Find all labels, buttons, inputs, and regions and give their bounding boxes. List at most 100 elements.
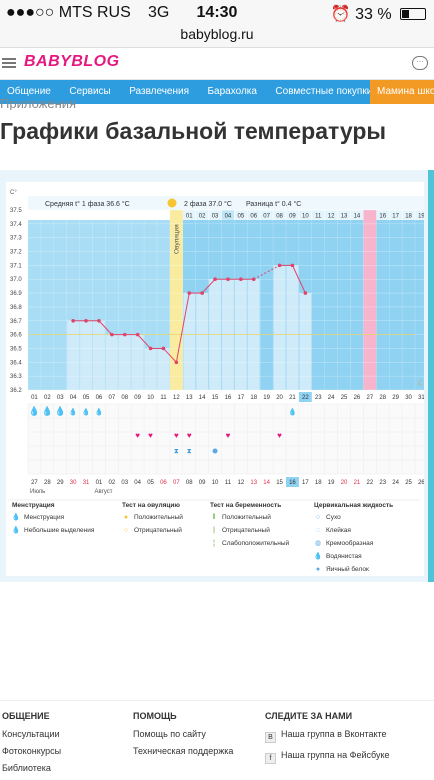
today-cell [286,477,299,487]
cycle-day-label: 18 [250,395,257,401]
legend-icon: 💧 [314,551,323,560]
temp-point [174,360,179,365]
heart-icon: ♥ [226,431,231,440]
marker-grid [28,404,428,474]
y-tick-label: 36.9 [10,291,22,297]
nav-item[interactable]: Совместные покупки [275,86,373,97]
footer-link-label: Наша группа в Вконтакте [281,729,387,739]
nav-item[interactable]: Развлечения [129,86,190,97]
calendar-date-label: 26 [418,480,424,486]
calendar-date-label: 25 [405,480,412,486]
footer-link[interactable]: Помощь по сайту [133,729,206,739]
menstruation-drop-icon: 💧 [29,405,40,416]
temp-line-segment [201,278,216,294]
calendar-date-label: 24 [392,480,399,486]
address-bar[interactable]: babyblog.ru [0,26,434,48]
phase2-day-label: 05 [238,214,245,220]
legend-item: Положительный [134,513,183,521]
calendar-date-label: 09 [199,480,206,486]
nav-item[interactable]: Общение [7,86,51,97]
temp-line-segment [175,292,190,363]
temp-point [135,332,140,337]
temp-point [161,346,166,351]
cycle-day-label: 30 [405,395,412,401]
hourglass-icon: ⧗ [187,448,192,455]
battery-indicator: ⏰ 33 % [331,4,426,24]
phase2-day-label: 17 [392,214,399,220]
calendar-date-label: 18 [315,480,322,486]
legend-item: Сухо [326,514,341,521]
temp-bar [286,265,299,390]
temp-point [213,277,217,282]
temp-point [84,318,88,323]
cycle-day-label: 02 [44,395,51,401]
temp-bar [67,320,80,390]
y-tick-label: 36.3 [10,374,22,380]
nav-item-highlight[interactable]: Мамина школа [370,80,434,104]
footer-link[interactable]: Техническая поддержка [133,746,234,756]
footer-link[interactable]: Библиотека [2,763,51,773]
calendar-date-label: 16 [289,480,296,486]
temp-bar [80,320,92,390]
legend-item: Кремообразная [326,539,374,547]
cycle-day-label: 13 [186,395,193,401]
bbt-chart-card: Средняя t° 1 фаза 36.6 °C 2 фаза 37.0 °C Р… [6,182,429,588]
legend-item: Слабоположительный [222,539,290,547]
breadcrumb[interactable]: Приложения [0,96,77,110]
cycle-day-label: 16 [225,395,232,401]
heart-icon: ♥ [187,431,192,440]
network-type: 3G [148,4,170,21]
heart-icon: ♥ [148,431,153,440]
legend-icon: ● [124,514,128,521]
cycle-day-label: 05 [83,395,90,401]
calendar-date-label: 10 [212,480,219,486]
legend-icon: | [213,527,215,534]
menstruation-drop-icon: 💧 [95,407,104,416]
site-header: BABYBLOG ··· [0,48,434,80]
y-unit-label: C° [10,190,17,196]
phase2-day-label: 19 [418,214,424,220]
phase2-day-label: 02 [199,214,206,220]
y-tick-label: 36.6 [10,333,22,339]
y-tick-label: 36.8 [10,305,22,311]
footer-link[interactable]: Консультации [2,729,60,739]
phase2-day-label: 12 [328,214,335,220]
cycle-day-label: 19 [263,395,270,401]
footer-link[interactable]: Фотоконкурсы [2,746,62,756]
cycle-day-label: 26 [354,395,361,401]
y-tick-label: 37.1 [10,263,22,269]
temp-point [71,318,75,323]
current-day-cell [298,392,312,402]
legend-icon: ¦ [213,540,215,547]
hourglass-icon: ⧗ [174,448,179,455]
cycle-day-label: 20 [276,395,283,401]
footer-link-vk[interactable]: В Наша группа в Вконтакте [265,729,390,743]
chat-icon[interactable]: ··· [412,56,428,70]
cycle-day-label: 27 [367,395,374,401]
phase2-day-label: 14 [354,214,361,220]
legend-item: Отрицательный [134,526,182,534]
nav-item[interactable]: Сервисы [69,86,111,97]
nav-item[interactable]: Барахолка [207,86,257,97]
phase2-day-label: 13 [341,214,348,220]
temp-bar [93,320,105,390]
legend-item: Отрицательный [222,526,270,534]
temp-point [226,277,230,282]
legend-title: Менструация [12,502,55,509]
temp-bar [144,348,157,390]
cycle-day-label: 11 [160,395,167,401]
menstruation-drop-icon: 💧 [42,405,53,416]
temp-bar [273,265,286,390]
cervical-drop-icon [212,448,218,454]
calendar-date-label: 30 [70,480,77,486]
site-logo[interactable]: BABYBLOG [24,53,120,70]
footer-col-social: СЛЕДИТЕ ЗА НАМИ В Наша группа в Вконтакте… [265,711,390,771]
temp-point [110,332,114,337]
footer-link-label: Наша группа на Фейсбуке [281,750,390,760]
cycle-day-label: 25 [341,395,348,401]
y-tick-label: 37.2 [10,250,22,256]
legend-item: Положительный [222,513,271,521]
cycle-day-label: 22 [302,395,309,401]
footer-link-facebook[interactable]: f Наша группа на Фейсбуке [265,750,390,764]
menu-icon[interactable] [2,58,16,68]
